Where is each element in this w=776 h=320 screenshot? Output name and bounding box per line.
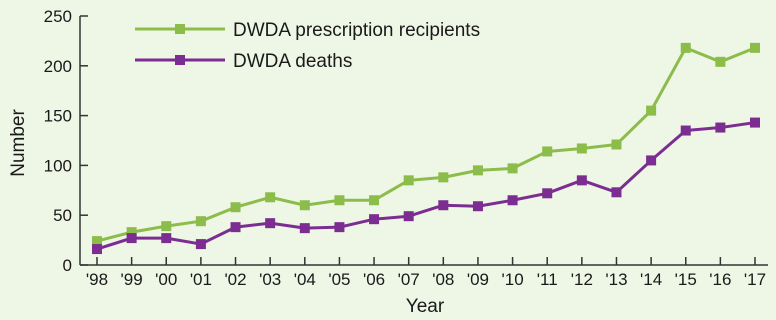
legend-item-deaths: DWDA deaths <box>135 51 352 72</box>
data-point-recipients <box>230 202 241 213</box>
data-point-deaths <box>334 222 345 233</box>
x-tick-label: '99 <box>121 270 143 289</box>
data-point-recipients <box>611 139 622 150</box>
data-point-recipients <box>369 195 380 206</box>
x-tick-label: '15 <box>675 270 697 289</box>
data-point-deaths <box>542 188 553 199</box>
x-tick-label: '05 <box>328 270 350 289</box>
data-point-deaths <box>611 187 622 198</box>
data-point-deaths <box>750 117 760 128</box>
y-tick-label: 100 <box>44 156 72 175</box>
data-point-recipients <box>715 56 726 67</box>
series-line-deaths <box>96 121 756 251</box>
x-tick-label: '14 <box>640 270 662 289</box>
data-point-deaths <box>369 214 380 225</box>
data-point-recipients <box>265 192 276 203</box>
legend-marker-recipients <box>175 24 185 34</box>
data-point-recipients <box>646 105 657 116</box>
x-tick-label: '12 <box>571 270 593 289</box>
legend: DWDA prescription recipients DWDA deaths <box>135 20 480 72</box>
data-point-deaths <box>715 122 726 133</box>
series-layer <box>92 42 760 255</box>
legend-marker-deaths <box>175 55 185 65</box>
series-deaths <box>92 117 760 255</box>
y-axis-title: Number <box>8 109 29 177</box>
data-point-recipients <box>161 221 172 232</box>
legend-item-recipients: DWDA prescription recipients <box>135 20 480 41</box>
x-tick-label: '98 <box>86 270 108 289</box>
y-tick-label: 0 <box>63 256 72 275</box>
data-point-recipients <box>403 175 414 186</box>
data-point-recipients <box>299 200 310 211</box>
y-tick-label: 150 <box>44 107 72 126</box>
data-point-recipients <box>195 216 206 227</box>
data-point-deaths <box>299 223 310 234</box>
x-tick-label: '07 <box>398 270 420 289</box>
x-tick-label: '08 <box>432 270 454 289</box>
data-point-recipients <box>750 42 760 53</box>
legend-label-deaths: DWDA deaths <box>233 51 352 72</box>
x-tick-label: '00 <box>155 270 177 289</box>
data-point-recipients <box>92 236 102 247</box>
x-tick-label: '02 <box>224 270 246 289</box>
x-tick-label: '13 <box>605 270 627 289</box>
data-point-deaths <box>265 218 276 229</box>
x-tick-label: '01 <box>190 270 212 289</box>
data-point-recipients <box>334 195 345 206</box>
data-point-deaths <box>438 200 449 211</box>
y-tick-label: 200 <box>44 57 72 76</box>
data-point-deaths <box>576 175 587 186</box>
data-point-recipients <box>507 163 518 174</box>
data-point-deaths <box>680 125 691 136</box>
data-point-deaths <box>403 211 414 222</box>
data-point-deaths <box>472 201 483 212</box>
data-point-deaths <box>230 222 241 233</box>
x-tick-label: '09 <box>467 270 489 289</box>
data-point-recipients <box>126 227 137 238</box>
data-point-deaths <box>507 195 518 206</box>
x-tick-label: '06 <box>363 270 385 289</box>
data-point-deaths <box>646 155 657 166</box>
y-axis: 0 50 100 150 200 250 <box>44 7 88 275</box>
x-axis-title: Year <box>406 296 445 317</box>
data-point-deaths <box>126 233 137 244</box>
data-point-deaths <box>195 239 206 250</box>
series-line-recipients <box>96 46 756 243</box>
y-tick-label: 250 <box>44 7 72 26</box>
x-tick-label: '17 <box>744 270 766 289</box>
y-tick-label: 50 <box>53 206 72 225</box>
x-tick-label: '04 <box>294 270 316 289</box>
data-point-recipients <box>576 143 587 154</box>
data-point-deaths <box>161 233 172 244</box>
data-point-recipients <box>438 172 449 183</box>
data-point-recipients <box>542 146 553 157</box>
data-point-deaths <box>92 244 102 255</box>
x-tick-label: '11 <box>537 270 558 289</box>
x-tick-label: '16 <box>709 270 731 289</box>
data-point-recipients <box>472 165 483 176</box>
x-tick-label: '03 <box>259 270 281 289</box>
legend-label-recipients: DWDA prescription recipients <box>233 20 480 41</box>
data-point-recipients <box>680 42 691 53</box>
x-axis: '98 '99 '00 '01 '02 '03 '04 '05 '06 '07 '08 '09 '10 '… <box>80 257 768 289</box>
series-recipients <box>92 42 760 247</box>
x-tick-label: '10 <box>502 270 524 289</box>
